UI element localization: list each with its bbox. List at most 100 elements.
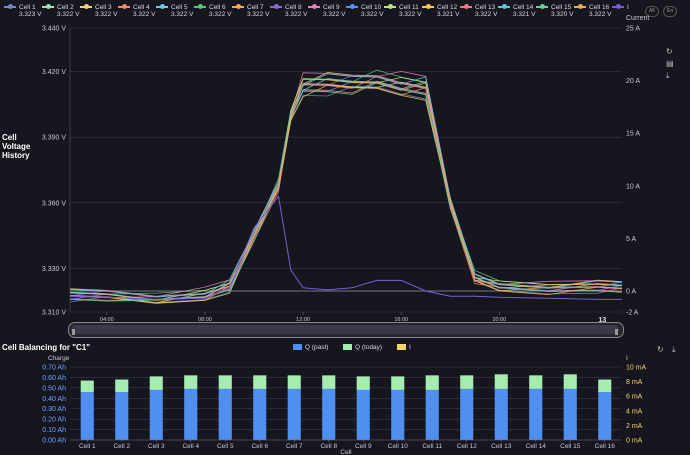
legend-swatch (308, 4, 320, 9)
legend-cell-voltage: 3.322 V (361, 11, 384, 18)
y2-tick-label: 0 mA (626, 438, 643, 445)
y2-tick-label: 4 mA (626, 408, 643, 415)
x-tick-label: Cell 16 (595, 443, 616, 450)
legend-cell-name: Cell 16 (589, 4, 610, 11)
bar-q-today (598, 379, 612, 393)
legend-swatch (397, 344, 406, 351)
x-tick-label: 12:00 (296, 317, 310, 323)
voltage-line-cell-8 (69, 75, 623, 297)
bar-q-today (425, 375, 439, 390)
bar-q-today (529, 375, 543, 389)
voltage-panel-label-line2: Voltage (2, 142, 31, 151)
bar-q-past (115, 392, 129, 440)
legend-swatch (232, 4, 244, 9)
voltage-line-cell-6 (69, 69, 623, 295)
y-tick-label: 0.50 Ah (42, 385, 66, 392)
legend-swatch (612, 4, 624, 9)
legend-cell-name: Cell 7 (247, 4, 264, 11)
bar-q-past (391, 389, 405, 440)
legend-swatch (346, 4, 358, 9)
y2-tick-label: 15 A (626, 131, 640, 138)
bar-q-today (253, 375, 267, 389)
y2-tick-label: 5 A (626, 236, 636, 243)
x-tick-label: Cell 5 (217, 443, 234, 450)
bar-q-today (80, 380, 94, 393)
bar-q-past (322, 388, 336, 440)
charge-axis-title: Charge (48, 355, 70, 362)
y2-tick-label: 0 A (626, 288, 636, 295)
x-tick-label: Cell 9 (355, 443, 372, 450)
legend-cell-voltage: 3.322 V (589, 11, 612, 18)
legend-text: Cell 14 3.321 V (513, 4, 535, 18)
voltage-line-cell-14 (69, 73, 623, 298)
legend-text: Cell 7 3.322 V (247, 4, 269, 18)
x-tick-label: Cell 14 (526, 443, 547, 450)
x-day-label: 13 (598, 317, 606, 324)
voltage-line-cell-9 (69, 70, 623, 298)
time-range-thumb[interactable] (71, 325, 619, 335)
bar-q-today (356, 376, 370, 390)
balancing-chart: 0.70 Ah 0.60 Ah 0.50 Ah 0.40 Ah 0.30 Ah 0.20 … (42, 355, 646, 455)
legend-swatch (4, 4, 16, 9)
bar-q-past (218, 388, 232, 440)
voltage-line-cell-7 (69, 83, 623, 304)
range-handle-right[interactable] (615, 329, 618, 335)
x-tick-label: 08:00 (198, 317, 212, 323)
legend-cell-voltage: 3.322 V (247, 11, 270, 18)
x-tick-label: Cell 15 (560, 443, 581, 450)
y2-tick-label: 10 A (626, 183, 640, 190)
voltage-line-cell-3 (69, 71, 623, 297)
y-tick-label: 0.40 Ah (42, 396, 66, 403)
y2-tick-label: 8 mA (626, 379, 643, 386)
legend-swatch (422, 4, 434, 9)
legend-text: Q (today) (355, 344, 383, 351)
legend-cell-name: Cell 11 (399, 4, 419, 11)
x-tick-label: Cell 4 (182, 443, 199, 450)
download-icon[interactable]: ⤓ (672, 345, 676, 354)
balancing-legend-item[interactable]: Q (past) (293, 344, 328, 351)
bar-q-today (460, 375, 474, 389)
refresh-icon[interactable]: ↻ (666, 47, 673, 56)
legend-cell-name: I (627, 4, 629, 11)
current-axis-title: Current (626, 15, 649, 22)
bar-q-past (356, 389, 370, 440)
y-tick-label: 3.330 V (42, 266, 66, 273)
bar-q-past (494, 388, 508, 440)
refresh-icon[interactable]: ↻ (657, 345, 664, 354)
legend-cell-name: Cell 10 (361, 4, 382, 11)
download-icon[interactable]: ⤓ (666, 71, 670, 80)
legend-text: Cell 3 3.322 V (95, 4, 117, 18)
y-tick-label: 3.390 V (42, 135, 66, 142)
y2-tick-label: 2 mA (626, 423, 643, 430)
y-tick-label: 3.310 V (42, 310, 66, 317)
voltage-line-cell-4 (69, 80, 623, 301)
legend-swatch (118, 4, 130, 9)
range-handle-left[interactable] (72, 329, 75, 335)
legend-text: Cell 5 3.322 V (171, 4, 193, 18)
y-tick-label: 0.20 Ah (42, 417, 66, 424)
legend-text: I (627, 4, 629, 11)
legend-text: I (409, 344, 411, 351)
legend-cell-name: Cell 15 (551, 4, 572, 11)
balancing-legend-item[interactable]: I (397, 344, 411, 351)
legend-text: Cell 2 3.322 V (57, 4, 79, 18)
legend-cell-name: Cell 4 (133, 4, 150, 11)
legend-none-toggle[interactable]: En (663, 6, 678, 17)
time-range-slider[interactable] (68, 322, 624, 338)
y-tick-label: 0.70 Ah (42, 365, 66, 372)
legend-all-toggle[interactable]: All (645, 6, 659, 17)
voltage-line-cell-13 (69, 76, 623, 299)
x-tick-label: Cell 3 (148, 443, 165, 450)
balancing-legend-item[interactable]: Q (today) (343, 344, 382, 351)
legend-text: Cell 16 3.322 V (589, 4, 611, 18)
document-icon[interactable]: ▤ (666, 59, 674, 68)
voltage-line-cell-10 (69, 81, 623, 301)
y-tick-label: 3.360 V (42, 200, 66, 207)
x-tick-label: Cell 6 (251, 443, 268, 450)
legend-text: Cell 10 3.322 V (361, 4, 383, 18)
bar-q-today (563, 374, 577, 389)
voltage-chart: 3.440 V 3.420 V 3.390 V 3.360 V 3.330 V 3.310… (42, 15, 650, 324)
voltage-panel-label: Cell Voltage History (2, 133, 30, 160)
bar-q-today (184, 375, 198, 389)
legend-cell-voltage: 3.322 V (57, 11, 80, 18)
